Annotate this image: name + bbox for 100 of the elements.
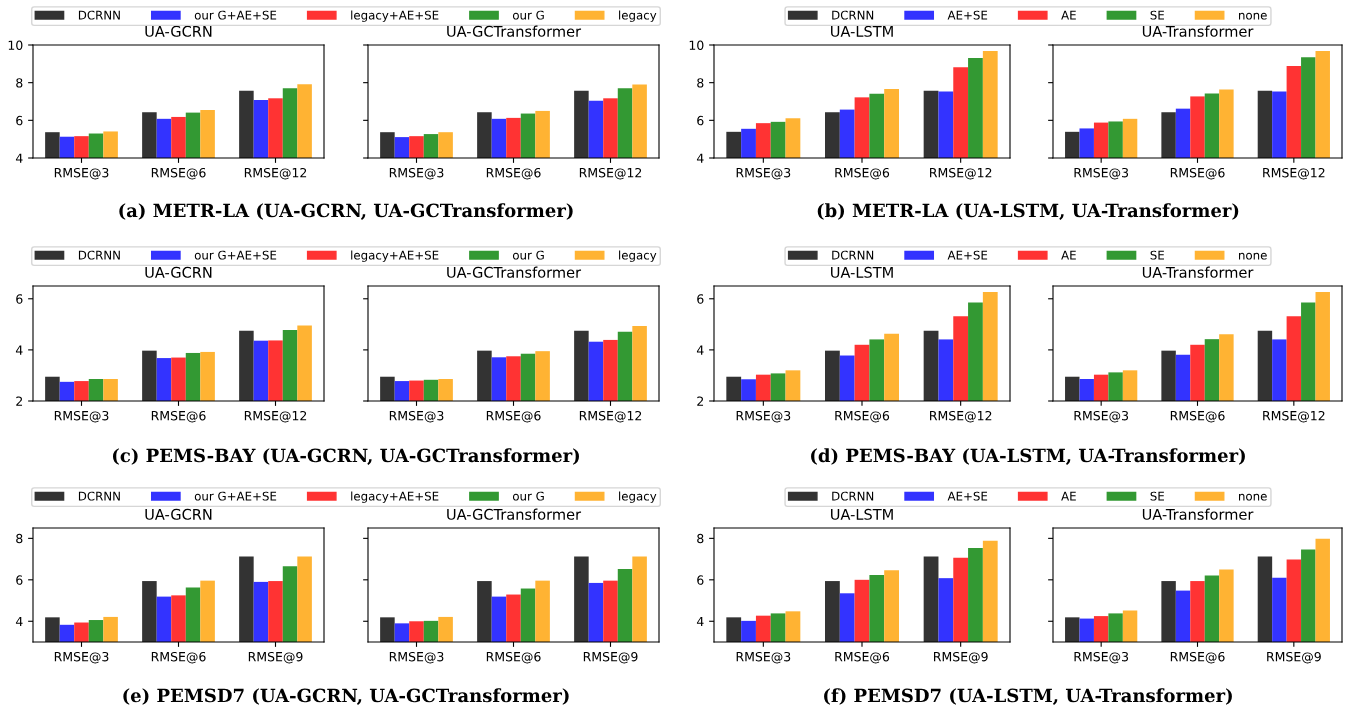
legend-label: DCRNN	[78, 10, 120, 20]
legend-label: none	[1239, 493, 1267, 501]
y-tick-label: 10	[8, 40, 23, 50]
x-tick-label: RMSE@3	[1074, 167, 1129, 180]
chart-title: UA-GCTransformer	[447, 508, 582, 520]
y-tick-label: 8	[16, 533, 23, 544]
x-tick-label: RMSE@6	[1170, 410, 1225, 423]
y-tick-label: 8	[16, 78, 23, 88]
y-tick-label: 6	[16, 294, 23, 304]
x-tick-label: RMSE@3	[54, 651, 109, 664]
legend-label: our G	[512, 250, 544, 260]
x-tick-label: RMSE@3	[736, 651, 791, 664]
x-tick-label: RMSE@3	[54, 410, 109, 423]
y-tick-label: 4	[15, 153, 23, 163]
x-tick-label: RMSE@6	[486, 167, 541, 180]
x-tick-label: RMSE@9	[934, 651, 988, 664]
legend-label: legacy+AE+SE	[351, 491, 439, 503]
y-tick-label: 6	[16, 575, 23, 585]
chart-title: UA-GCRN	[145, 266, 212, 278]
x-tick-label: RMSE@6	[151, 167, 206, 180]
chart-title: UA-GCRN	[145, 508, 212, 520]
x-tick-label: RMSE@12	[1263, 410, 1325, 423]
x-tick-label: RMSE@3	[1074, 410, 1129, 423]
x-tick-label: RMSE@6	[1170, 167, 1225, 180]
x-tick-label: RMSE@6	[835, 167, 890, 180]
text: (a) METR-LA (UA-GCRN, UA-GCTransformer)	[119, 203, 573, 220]
x-tick-label: RMSE@12	[244, 167, 307, 180]
x-tick-label: RMSE@3	[736, 410, 791, 423]
x-tick-label: RMSE@12	[244, 410, 307, 423]
legend-label: DCRNN	[78, 491, 120, 501]
chart-title: UA-Transformer	[1142, 25, 1254, 37]
legend-label: AE+SE	[947, 491, 988, 501]
y-tick-label: 4	[15, 616, 23, 627]
chart-title: UA-GCTransformer	[447, 266, 582, 278]
y-tick-label: 2	[697, 396, 704, 406]
legend-label: AE+SE	[947, 250, 988, 260]
x-tick-label: RMSE@9	[248, 651, 303, 664]
legend-label: DCRNN	[832, 10, 874, 20]
x-tick-label: RMSE@12	[930, 410, 992, 423]
text: (f) PEMSD7 (UA-LSTM, UA-Transformer)	[824, 688, 1232, 705]
legend-label: legacy+AE+SE	[351, 10, 439, 22]
y-tick-label: 4	[696, 616, 704, 627]
x-tick-label: RMSE@9	[583, 651, 638, 664]
x-tick-label: RMSE@12	[579, 410, 642, 423]
chart-title: UA-GCTransformer	[447, 25, 582, 37]
y-tick-label: 4	[15, 345, 23, 355]
legend-label: AE+SE	[947, 10, 988, 20]
legend-label: SE	[1150, 491, 1164, 501]
chart-title: UA-Transformer	[1142, 266, 1254, 278]
x-tick-label: RMSE@6	[486, 410, 541, 423]
legend-label: legacy+AE+SE	[351, 250, 439, 262]
legend-label: DCRNN	[78, 250, 120, 260]
legend-label: AE	[1061, 10, 1076, 20]
text: (c) PEMS-BAY (UA-GCRN, UA-GCTransformer)	[112, 448, 579, 465]
x-tick-label: RMSE@12	[1263, 167, 1325, 180]
x-tick-label: RMSE@6	[151, 410, 206, 423]
x-tick-label: RMSE@3	[54, 167, 109, 180]
y-tick-label: 4	[696, 153, 704, 163]
text: (e) PEMSD7 (UA-GCRN, UA-GCTransformer)	[123, 688, 569, 705]
chart-title: UA-LSTM	[831, 508, 893, 520]
x-tick-label: RMSE@6	[151, 651, 206, 664]
chart-title: UA-LSTM	[831, 25, 893, 37]
x-tick-label: RMSE@6	[835, 410, 890, 423]
text: (b) METR-LA (UA-LSTM, UA-Transformer)	[817, 203, 1239, 220]
legend-label: our G+AE+SE	[194, 10, 277, 20]
legend-label: our G	[512, 10, 544, 20]
legend-label: DCRNN	[832, 491, 874, 501]
x-tick-label: RMSE@9	[1267, 651, 1321, 664]
y-tick-label: 6	[16, 115, 23, 126]
x-tick-label: RMSE@3	[389, 651, 444, 664]
y-tick-label: 6	[697, 115, 704, 126]
legend-label: none	[1239, 252, 1267, 260]
y-tick-label: 10	[689, 40, 704, 50]
legend-label: AE	[1061, 491, 1076, 501]
legend-label: our G+AE+SE	[194, 491, 277, 501]
legend-label: SE	[1150, 250, 1164, 260]
x-tick-label: RMSE@3	[736, 167, 791, 180]
chart-title: UA-LSTM	[831, 266, 893, 278]
legend-label: DCRNN	[832, 250, 874, 260]
y-tick-label: 4	[696, 345, 704, 355]
y-tick-label: 6	[697, 575, 704, 585]
y-tick-label: 8	[697, 533, 704, 544]
x-tick-label: RMSE@6	[486, 651, 541, 664]
x-tick-label: RMSE@3	[389, 410, 444, 423]
legend-label: none	[1239, 12, 1267, 20]
chart-title: UA-GCRN	[145, 25, 212, 37]
x-tick-label: RMSE@6	[1170, 651, 1225, 664]
x-tick-label: RMSE@3	[1074, 651, 1129, 664]
legend-label: AE	[1061, 250, 1076, 260]
x-tick-label: RMSE@6	[835, 651, 890, 664]
legend-label: SE	[1150, 10, 1164, 20]
y-tick-label: 2	[16, 396, 23, 406]
x-tick-label: RMSE@12	[930, 167, 992, 180]
x-tick-label: RMSE@12	[579, 167, 642, 180]
legend-label: legacy	[619, 491, 657, 503]
y-tick-label: 6	[697, 294, 704, 304]
x-tick-label: RMSE@3	[389, 167, 444, 180]
legend-label: our G+AE+SE	[194, 250, 277, 260]
legend-label: legacy	[619, 250, 657, 262]
legend-label: our G	[512, 491, 544, 501]
